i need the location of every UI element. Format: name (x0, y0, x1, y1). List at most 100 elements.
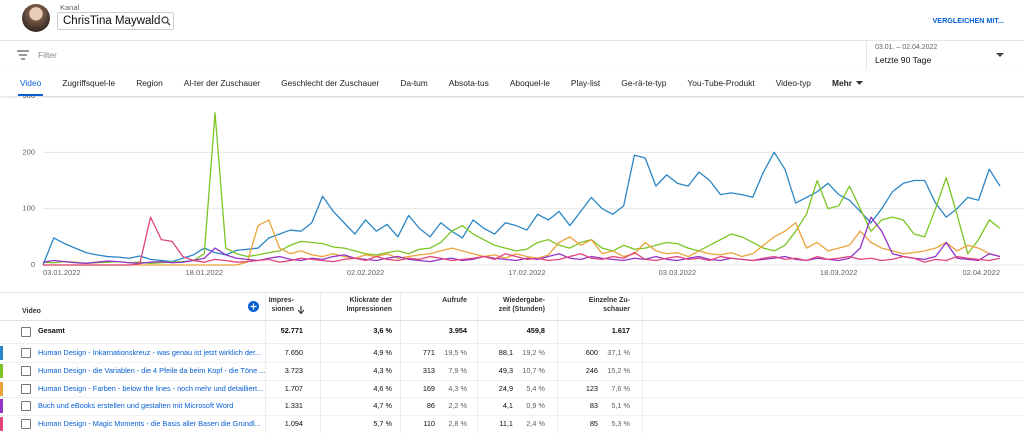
add-column-button[interactable] (248, 301, 259, 312)
x-tick-label: 02.04.2022 (962, 268, 1000, 277)
cell-value: 1.617 (611, 326, 630, 335)
series-color-bar (0, 417, 3, 432)
series-line (42, 216, 1001, 264)
cell-value: 85 (589, 419, 598, 429)
series-color-bar (0, 399, 3, 414)
avatar (22, 4, 50, 32)
cell-value: 83 (589, 401, 598, 411)
y-tick-label: 0 (31, 260, 35, 269)
cell-value: 313 (422, 365, 435, 375)
column-header: Impres- sionen (268, 297, 294, 313)
x-tick-label: 03.03.2022 (659, 268, 697, 277)
cell-value: 3,6 % (373, 326, 392, 335)
cell-percent: 2,2 % (448, 401, 467, 411)
cell-value: 86 (426, 401, 435, 411)
tab[interactable]: Absota-tus (448, 78, 489, 88)
tab[interactable]: Zugriffsquel-le (62, 78, 116, 88)
video-title[interactable]: Human Design - Inkarnationskreuz - was g… (38, 348, 262, 357)
cell-value: 4,9 % (373, 348, 392, 357)
cell-value: 123 (585, 383, 598, 393)
row-border (0, 397, 1024, 399)
series-color-bar (0, 346, 3, 360)
video-title[interactable]: Buch und eBooks erstellen und gestalten … (38, 401, 234, 411)
series-color-bar (0, 381, 3, 396)
tab[interactable]: Geschlecht der Zuschauer (281, 78, 380, 88)
filter-input[interactable]: Filter (38, 50, 57, 60)
x-tick-label: 18.03.2022 (820, 268, 858, 277)
video-title[interactable]: Human Design - die Variablen - die 4 Pfe… (38, 365, 266, 375)
date-picker[interactable]: 03.01. – 02.04.2022 Letzte 90 Tage (875, 44, 1015, 68)
cell-value: 3.723 (284, 365, 303, 375)
cell-percent: 10,7 % (522, 365, 545, 375)
checkbox[interactable] (21, 365, 31, 376)
x-tick-label: 18.01.2022 (186, 268, 224, 277)
cell-percent: 19,5 % (444, 348, 467, 357)
table-top-border (0, 292, 1024, 293)
column-header: Aufrufe (442, 297, 467, 304)
tab[interactable]: Da-tum (400, 78, 428, 88)
series-color-bar (0, 363, 3, 378)
column-header: Einzelne Zu- schauer (588, 297, 630, 313)
tab[interactable]: Play-list (570, 78, 601, 88)
channel-selector[interactable]: ChrisTina Maywald (57, 12, 174, 30)
tab[interactable]: Aboquel-le (509, 78, 550, 88)
checkbox[interactable] (21, 419, 31, 430)
cell-percent: 0,9 % (526, 401, 545, 411)
sort-arrow[interactable] (298, 306, 304, 314)
cell-percent: 2,4 % (526, 419, 545, 429)
more-tab[interactable]: Mehr (832, 70, 864, 96)
tab[interactable]: You-Tube-Produkt (687, 78, 755, 88)
tab[interactable]: Region (136, 78, 163, 88)
tab[interactable]: Video-typ (775, 78, 811, 88)
tab-bar: Video Zugriffsquel-le Region Al-ter der Zus… (0, 70, 1024, 96)
more-arrow (855, 81, 863, 85)
cell-percent: 2,8 % (448, 419, 467, 429)
tab[interactable]: Video (17, 70, 44, 96)
cell-value: 5,7 % (373, 419, 392, 429)
tab[interactable]: Ge-rä-te-typ (621, 78, 667, 88)
video-title[interactable]: Human Design - Farben - below the lines … (38, 383, 264, 393)
cell-value: 1.707 (284, 383, 303, 393)
row-border (0, 361, 1024, 363)
checkbox[interactable] (21, 327, 31, 337)
cell-value: 52.771 (280, 326, 303, 335)
date-period: Letzte 90 Tage (875, 55, 932, 65)
cell-value: 169 (422, 383, 435, 393)
video-title[interactable]: Human Design - Magic Moments - die Basis… (38, 419, 261, 429)
cell-percent: 5,4 % (526, 383, 545, 393)
divider (866, 41, 867, 70)
y-tick-label: 100 (22, 204, 35, 213)
cell-value: 3.954 (448, 326, 467, 335)
compare-button[interactable]: VERGLEICHEN MIT... (932, 16, 1004, 25)
cell-value: 24,9 (498, 383, 513, 393)
cell-percent: 5,1 % (611, 401, 630, 411)
total-label: Gesamt (38, 326, 65, 335)
row-border (0, 379, 1024, 381)
cell-value: 49,3 (498, 365, 513, 375)
cell-value: 246 (585, 365, 598, 375)
search-icon (161, 16, 171, 26)
checkbox[interactable] (21, 348, 31, 358)
cell-percent: 7,6 % (611, 383, 630, 393)
cell-value: 4,7 % (373, 401, 392, 411)
cell-value: 459,8 (526, 326, 545, 335)
cell-value: 4,1 (502, 401, 513, 411)
filter-bar: Filter 03.01. – 02.04.2022 Letzte 90 Tag… (0, 41, 1024, 70)
more-label: Mehr (831, 78, 852, 88)
cell-value: 4,6 % (373, 383, 392, 393)
cell-value: 771 (422, 348, 435, 357)
column-header: Video (22, 308, 41, 315)
row-border (0, 415, 1024, 417)
column-header: Wiedergabe- zeit (Stunden) (498, 297, 545, 313)
tab[interactable]: Al-ter der Zuschauer (183, 78, 261, 88)
cell-value: 88,1 (498, 348, 513, 357)
series-line (42, 151, 1001, 266)
cell-value: 600 (585, 348, 598, 357)
cell-percent: 15,2 % (607, 365, 630, 375)
checkbox[interactable] (21, 383, 31, 394)
checkbox[interactable] (21, 401, 31, 412)
cell-value: 7.650 (284, 348, 303, 357)
column-header: Klickrate der Impressionen (346, 297, 392, 313)
